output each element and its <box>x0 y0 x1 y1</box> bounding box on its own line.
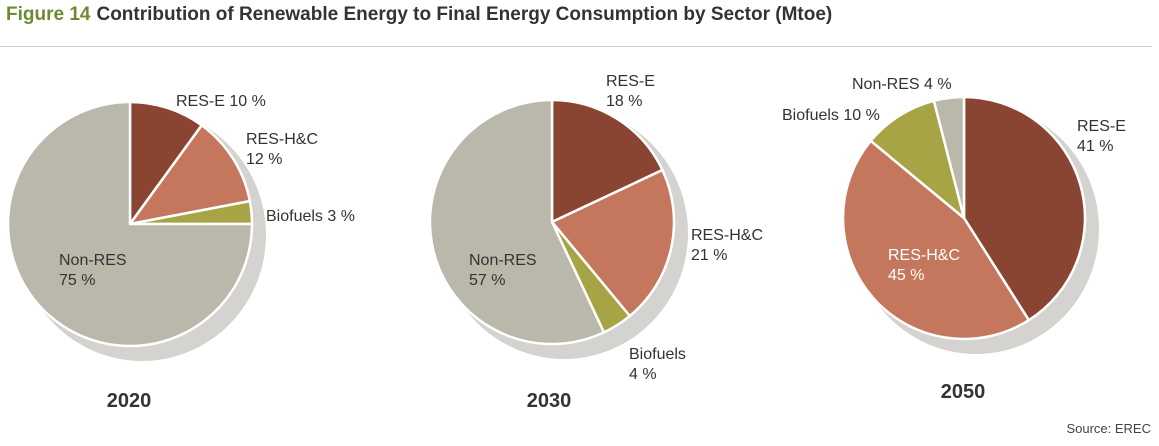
figure-title-text: Contribution of Renewable Energy to Fina… <box>96 4 833 25</box>
source-note: Source: EREC <box>1066 421 1151 436</box>
pie-2020: RES-E 10 % RES-H&C 12 % Biofuels 3 % Non-RES… <box>6 93 355 412</box>
pie-year-label: 2030 <box>527 390 572 412</box>
pie-2030: RES-E 18 % RES-H&C 21 % Biofuels 4 % Non-RES 57… <box>428 73 763 412</box>
slice-label-biofuels: Biofuels 4 % <box>629 346 686 383</box>
figure-title: Figure 14 Contribution of Renewable Energ… <box>6 4 832 26</box>
pie-year-label: 2020 <box>107 390 152 412</box>
figure-label: Figure 14 <box>6 4 91 25</box>
slice-label-res-hc: RES-H&C 45 % <box>888 247 960 284</box>
title-divider <box>0 46 1152 47</box>
slice-non-res <box>6 100 254 348</box>
slice-label-res-hc: RES-H&C 21 % <box>691 227 763 264</box>
slice-non-res <box>428 98 606 346</box>
slice-label-biofuels: Biofuels 10 % <box>782 107 880 124</box>
slice-res-hc <box>841 139 1031 341</box>
slice-label-res-e: RES-E 41 % <box>1077 118 1126 155</box>
slice-label-res-e: RES-E 18 % <box>606 73 655 110</box>
slice-label-non-res: Non-RES 57 % <box>469 252 537 289</box>
slice-non-res <box>932 95 966 220</box>
slice-label-non-res: Non-RES 75 % <box>59 252 127 289</box>
slice-res-e <box>128 100 203 226</box>
slice-label-non-res: Non-RES 4 % <box>852 76 952 93</box>
slice-res-hc <box>128 124 252 226</box>
pie-2050: RES-E 41 % RES-H&C 45 % Biofuels 10 % Non-RES… <box>782 76 1126 403</box>
slice-res-hc <box>550 168 676 318</box>
pie-year-label: 2050 <box>941 381 986 403</box>
slice-label-biofuels: Biofuels 3 % <box>266 208 355 225</box>
slice-label-res-hc: RES-H&C 12 % <box>246 131 318 168</box>
slice-label-res-e: RES-E 10 % <box>176 93 266 110</box>
slice-res-e <box>550 98 664 224</box>
